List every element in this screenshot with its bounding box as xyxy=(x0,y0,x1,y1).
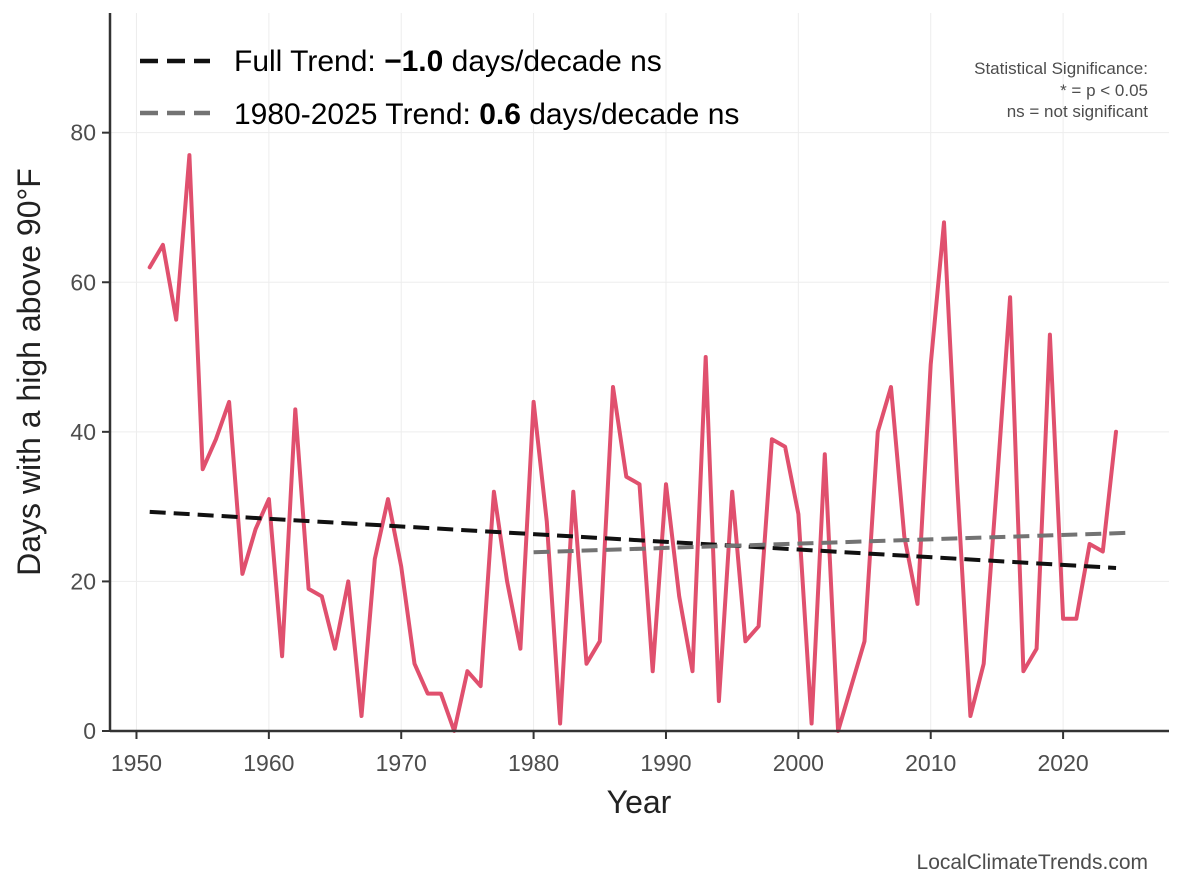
legend-recent-trend-prefix: 1980-2025 Trend: xyxy=(234,98,479,131)
legend-recent-trend-label: 1980-2025 Trend: 0.6 days/decade ns xyxy=(234,98,739,131)
x-tick-label: 1970 xyxy=(376,750,427,776)
y-tick-label: 20 xyxy=(70,568,96,594)
legend-full-trend-prefix: Full Trend: xyxy=(234,45,384,78)
legend-recent-trend-suffix: days/decade ns xyxy=(521,98,739,131)
trend-layer xyxy=(149,509,1130,570)
y-tick-label: 60 xyxy=(70,269,96,295)
x-tick-label: 1950 xyxy=(111,750,162,776)
legend-recent-trend-value: 0.6 xyxy=(479,98,521,131)
significance-note-title: Statistical Significance: xyxy=(974,59,1148,78)
y-ticks: 0 20 40 60 80 xyxy=(70,120,110,744)
legend-full-trend-suffix: days/decade ns xyxy=(443,45,661,78)
significance-note-ns: ns = not significant xyxy=(1007,102,1149,121)
x-tick-label: 2000 xyxy=(773,750,824,776)
series-layer xyxy=(147,153,1118,733)
legend-full-trend-value: −1.0 xyxy=(384,45,443,78)
x-tick-label: 1960 xyxy=(243,750,294,776)
legend-full-trend-label: Full Trend: −1.0 days/decade ns xyxy=(234,45,662,78)
significance-note: Statistical Significance: * = p < 0.05 n… xyxy=(974,59,1148,121)
y-axis-title: Days with a high above 90°F xyxy=(11,168,47,576)
recent-trend-line xyxy=(533,530,1130,555)
x-axis-title: Year xyxy=(607,784,672,820)
x-tick-label: 1980 xyxy=(508,750,559,776)
x-tick-label: 2010 xyxy=(905,750,956,776)
significance-note-p-value: * = p < 0.05 xyxy=(1060,81,1148,100)
x-tick-label: 1990 xyxy=(640,750,691,776)
x-tick-label: 2020 xyxy=(1038,750,1089,776)
source-caption: LocalClimateTrends.com xyxy=(917,851,1148,874)
y-tick-label: 0 xyxy=(83,718,96,744)
x-ticks: 1950 1960 1970 1980 1990 2000 2010 2020 xyxy=(111,731,1089,776)
series-line-days-above-90f xyxy=(147,153,1118,733)
full-trend-line xyxy=(149,509,1117,570)
y-tick-label: 40 xyxy=(70,419,96,445)
legend: Full Trend: −1.0 days/decade ns 1980-202… xyxy=(140,45,739,131)
y-tick-label: 80 xyxy=(70,120,96,146)
